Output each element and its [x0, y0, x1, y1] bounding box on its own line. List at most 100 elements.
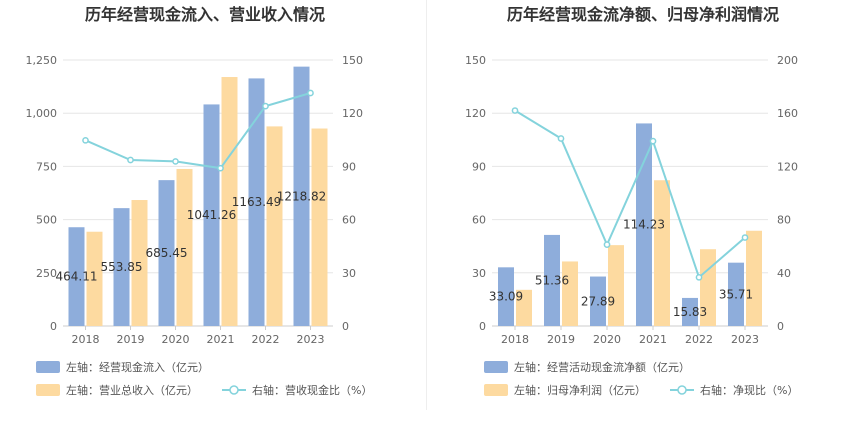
y-left-tick-label: 30	[472, 267, 486, 280]
y-left-tick-label: 0	[50, 320, 57, 333]
chart-1: 历年经营现金流入、营业收入情况 0 250 500 750 1,000 1,250 0 30 60…	[26, 5, 373, 397]
bar-series1-2019	[544, 234, 560, 326]
legend-label-bar2: 左轴：归母净利润（亿元）	[514, 383, 646, 397]
y-left-tick-label: 1,250	[26, 54, 58, 67]
x-tick-label: 2023	[297, 333, 325, 346]
bar-series1-2021	[203, 104, 220, 327]
y-right-tick-label: 0	[342, 320, 349, 333]
bar-series1-2020	[590, 276, 606, 326]
bar-series2-2018	[86, 231, 103, 326]
ratio-point-2020	[172, 158, 179, 165]
ratio-point-2022	[262, 102, 269, 110]
ratio-point-2022	[695, 273, 703, 281]
y-right-tick-label: 0	[777, 320, 784, 333]
ratio-point-2023	[307, 89, 314, 97]
legend-swatch-line-marker	[229, 385, 239, 395]
bar-series2-2023	[311, 128, 328, 326]
ratio-point-2019	[127, 156, 134, 164]
data-label-2021: 1041.26	[187, 208, 237, 222]
chart-title: 历年经营现金流净额、归母净利润情况	[507, 5, 779, 24]
data-label-2018: 464.11	[56, 270, 98, 284]
bar-series1-2023	[728, 262, 744, 326]
bar-series1-2020	[158, 180, 175, 326]
bar-series1-2022	[682, 297, 698, 326]
data-label-2019: 51.36	[535, 273, 569, 287]
ratio-point-2018	[511, 107, 519, 114]
x-tick-label: 2018	[72, 333, 100, 346]
ratio-point-2019	[557, 135, 565, 142]
legend-swatch-line-marker	[677, 385, 687, 395]
bar-series2-2020	[608, 245, 624, 326]
y-right-tick-label: 200	[777, 54, 798, 67]
y-right-tick-label: 90	[342, 160, 356, 173]
bar-series1-2021	[636, 123, 652, 327]
bar-series1-2023	[293, 66, 310, 326]
y-right-tick-label: 120	[342, 107, 363, 120]
data-label-2020: 685.45	[146, 246, 188, 260]
legend-label-bar1: 左轴：经营活动现金流净额（亿元）	[514, 360, 690, 374]
ratio-line	[514, 109, 746, 280]
x-tick-label: 2022	[685, 333, 713, 346]
y-left-tick-label: 150	[465, 54, 486, 67]
chart-2: 历年经营现金流净额、归母净利润情况 0 30 60 90 120 150 0 40 80 120 16…	[465, 5, 798, 397]
x-tick-label: 2023	[731, 333, 759, 346]
bar-series1-2022	[248, 78, 265, 326]
x-tick-label: 2018	[501, 333, 529, 346]
bar-series2-2019	[562, 261, 578, 326]
y-left-tick-label: 750	[36, 160, 57, 173]
y-left-tick-label: 60	[472, 214, 486, 227]
y-right-tick-label: 40	[777, 267, 791, 280]
ratio-point-2018	[82, 136, 89, 144]
data-label-2023: 1218.82	[277, 189, 327, 203]
bar-series2-2019	[131, 200, 148, 326]
y-left-tick-label: 1,000	[26, 107, 58, 120]
bar-series1-2019	[113, 208, 130, 326]
y-right-tick-label: 60	[342, 214, 356, 227]
x-tick-label: 2019	[547, 333, 575, 346]
data-label-2022: 15.83	[673, 305, 707, 319]
data-label-2022: 1163.49	[232, 195, 282, 209]
y-left-tick-label: 0	[479, 320, 486, 333]
bar-series1-2018	[68, 227, 85, 326]
y-right-tick-label: 80	[777, 214, 791, 227]
data-label-2023: 35.71	[719, 287, 753, 301]
y-left-tick-label: 90	[472, 160, 486, 173]
y-right-tick-label: 120	[777, 160, 798, 173]
bar-series2-2022	[700, 249, 716, 326]
ratio-line	[85, 92, 311, 170]
y-left-tick-label: 500	[36, 214, 57, 227]
ratio-point-2021	[217, 164, 224, 172]
bar-series2-2023	[746, 230, 762, 326]
legend-label-bar2: 左轴：营业总收入（亿元）	[66, 383, 198, 397]
ratio-point-2023	[741, 234, 749, 241]
ratio-point-2020	[603, 241, 611, 248]
y-right-tick-label: 150	[342, 54, 363, 67]
legend-label-bar1: 左轴：经营现金流入（亿元）	[66, 360, 209, 374]
x-tick-label: 2020	[593, 333, 621, 346]
x-tick-label: 2020	[162, 333, 190, 346]
legend-swatch-bar1	[484, 361, 508, 373]
data-label-2020: 27.89	[581, 294, 615, 308]
bar-series1-2018	[498, 267, 514, 326]
panel-divider	[426, 0, 427, 410]
legend-label-line: 右轴：净现比（%）	[700, 383, 798, 397]
legend-swatch-bar1	[36, 361, 60, 373]
data-label-2019: 553.85	[101, 260, 143, 274]
legend-swatch-bar2	[36, 384, 60, 396]
y-right-tick-label: 30	[342, 267, 356, 280]
data-label-2021: 114.23	[623, 218, 665, 232]
x-tick-label: 2021	[639, 333, 667, 346]
chart-title: 历年经营现金流入、营业收入情况	[85, 5, 325, 24]
x-tick-label: 2021	[207, 333, 235, 346]
ratio-point-2021	[649, 137, 657, 145]
x-tick-label: 2022	[252, 333, 280, 346]
legend-swatch-bar2	[484, 384, 508, 396]
bar-series2-2022	[266, 126, 283, 326]
bar-series2-2021	[654, 180, 670, 326]
data-label-2018: 33.09	[489, 290, 523, 304]
bar-series2-2020	[176, 168, 193, 326]
y-right-tick-label: 160	[777, 107, 798, 120]
bar-series2-2021	[221, 77, 238, 326]
